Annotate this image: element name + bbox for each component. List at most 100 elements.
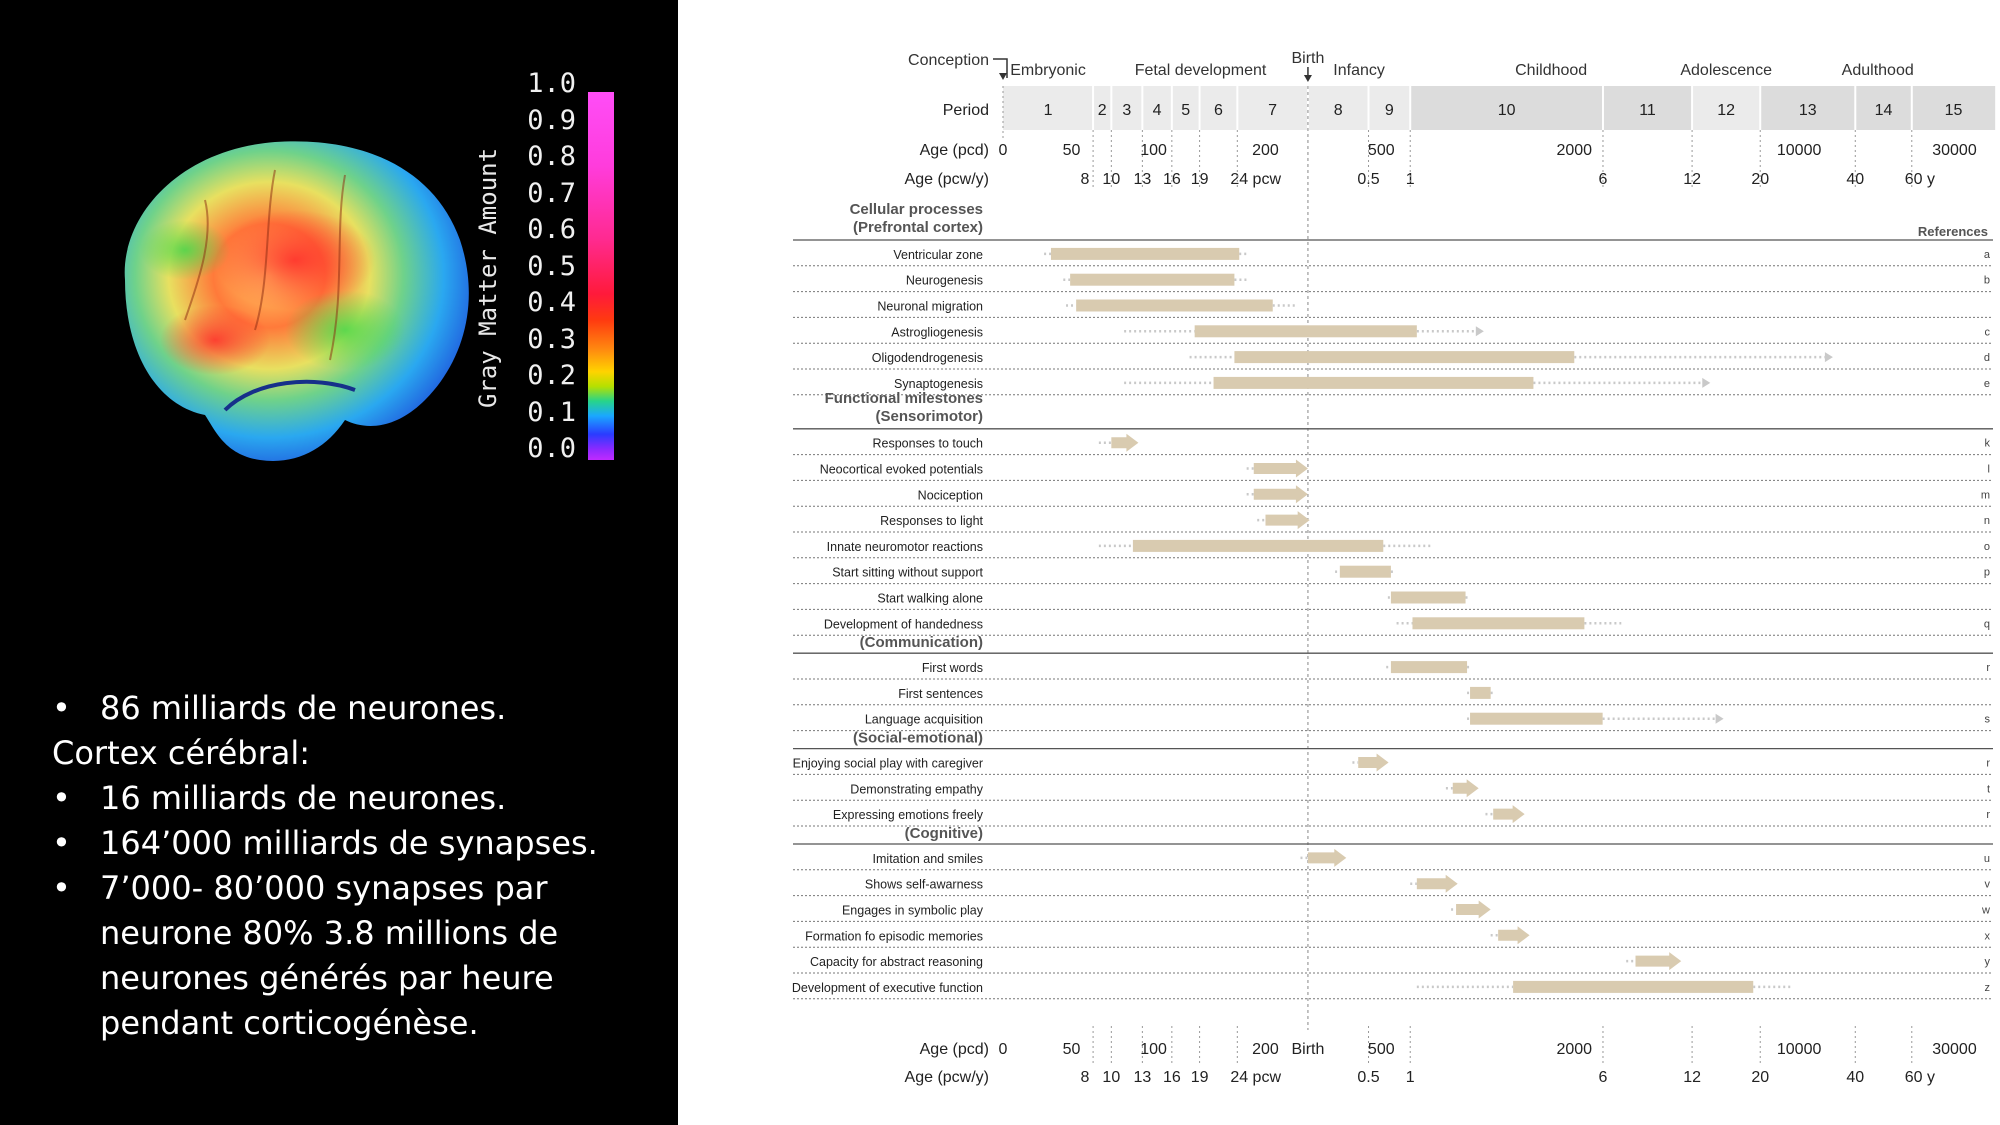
row-bar [1132,539,1384,552]
period-band [1911,86,1996,130]
age-pcwy-tick: 20 [1751,171,1769,188]
row-label: Innate neuromotor reactions [827,540,983,554]
section-subtitle: (Communication) [860,634,983,651]
period-band [1093,86,1112,130]
references-label: References [1918,224,1988,239]
age-pcd-tick: 50 [1063,142,1081,159]
age-pcd-tick: 0 [999,1041,1008,1058]
row-bar [1234,351,1575,364]
row-bar [1194,325,1417,338]
row-reference: r [1986,809,1990,821]
age-pcwy-tick: 8 [1080,171,1089,188]
row-reference: q [1984,618,1990,630]
row-label: Responses to light [880,514,983,528]
age-pcwy-tick: 16 [1163,171,1181,188]
age-pcd-tick: 0 [999,142,1008,159]
scale-tick: 1.0 [527,68,576,99]
row-bar [1390,591,1466,604]
row-bar [1307,848,1347,867]
period-number: 10 [1498,102,1516,119]
age-pcwy-tick: 12 [1683,1069,1701,1086]
period-number: 1 [1044,102,1053,119]
row-label: First sentences [898,687,983,701]
scale-tick: 0.8 [527,141,576,172]
period-label: Period [943,102,989,119]
age-pcd-tick: 500 [1368,1041,1395,1058]
row-reference: d [1984,352,1990,364]
age-pcwy-tick: 13 [1133,171,1151,188]
age-pcwy-tick: 12 [1683,171,1701,188]
row-label: Demonstrating empathy [850,782,983,796]
age-pcwy-tick: 0.5 [1357,1069,1379,1086]
scale-tick: 0.1 [527,396,576,428]
period-number: 13 [1799,102,1817,119]
row-label: Start walking alone [877,592,983,606]
row-bar [1412,617,1585,630]
row-bar [1416,874,1458,893]
row-bar [1635,952,1682,971]
period-number: 15 [1945,102,1963,119]
conception-label: Conception [908,52,989,69]
row-post-arrow [1715,713,1724,724]
row-reference: k [1985,438,1991,450]
row-bar [1213,376,1534,389]
row-bar [1498,926,1530,945]
row-reference: m [1981,489,1990,501]
row-bar [1452,779,1479,798]
stage-label: Fetal development [1135,62,1267,79]
row-reference: z [1985,982,1991,994]
period-number: 6 [1214,102,1223,119]
row-label: Engages in symbolic play [842,904,984,918]
notes-list: 86 milliards de neurones.Cortex cérébral… [52,686,672,1046]
row-label: Neurogenesis [906,274,983,288]
row-label: Formation fo episodic memories [805,929,983,943]
row-reference: b [1984,275,1990,287]
stage-label: Adulthood [1842,62,1914,79]
row-label: Astrogliogenesis [891,325,983,339]
age-pcwy-tick: 20 [1751,1069,1769,1086]
row-bar [1456,900,1491,919]
period-number: 5 [1181,102,1190,119]
section-title: Functional milestones [825,390,983,407]
row-label: Oligodendrogenesis [872,351,983,365]
period-number: 9 [1385,102,1394,119]
stage-label: Adolescence [1680,62,1772,79]
age-pcd-tick: 50 [1063,1041,1081,1058]
row-bar [1470,712,1603,725]
age-pcwy-tick: 19 [1191,171,1209,188]
age-pcwy-tick: 6 [1599,1069,1608,1086]
row-reference: r [1986,662,1990,674]
age-pcd-tick: 10000 [1777,1041,1822,1058]
row-bar [1513,980,1754,993]
row-bar [1390,661,1468,674]
row-reference: o [1984,541,1990,553]
age-pcd-tick: 2000 [1556,142,1592,159]
period-band [1855,86,1912,130]
age-pcwy-tick: 8 [1080,1069,1089,1086]
period-band [1760,86,1856,130]
period-band [1307,86,1369,130]
row-reference: e [1984,378,1990,390]
section-title: Cellular processes [850,201,983,218]
period-number: 3 [1122,102,1131,119]
row-reference: s [1985,714,1991,726]
row-label: Development of executive function [792,981,983,995]
row-label: Nociception [918,488,983,502]
age-pcd-tick: 2000 [1556,1041,1592,1058]
section-subtitle: (Cognitive) [905,825,983,842]
row-label: Shows self-awarness [865,878,983,892]
age-pcd-tick: 30000 [1932,142,1977,159]
age-pcwy-tick: 0.5 [1357,171,1379,188]
age-pcd-tick: 200 [1252,142,1279,159]
age-pcwy-tick: 1 [1406,171,1415,188]
period-band [1111,86,1143,130]
row-label: Development of handedness [824,617,983,631]
period-band [1368,86,1411,130]
row-label: Language acquisition [865,713,983,727]
note-bullet: 86 milliards de neurones. [52,686,672,731]
row-bar [1076,299,1273,312]
row-bar [1339,565,1391,578]
conception-bracket [993,58,1008,78]
period-number: 14 [1875,102,1893,119]
period-band [1692,86,1761,130]
